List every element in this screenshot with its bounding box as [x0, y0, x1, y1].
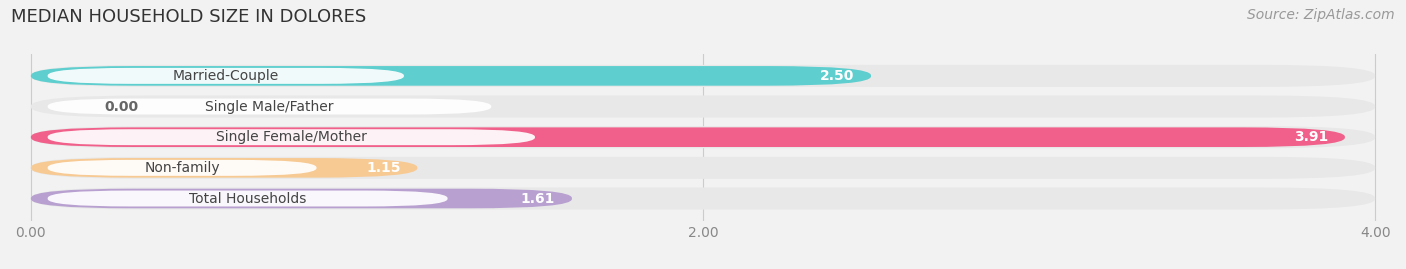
FancyBboxPatch shape [48, 190, 447, 207]
Text: Single Female/Mother: Single Female/Mother [217, 130, 367, 144]
FancyBboxPatch shape [48, 68, 404, 84]
Text: Single Male/Father: Single Male/Father [205, 100, 333, 114]
Text: 0.00: 0.00 [105, 100, 139, 114]
Text: Total Households: Total Households [188, 192, 307, 206]
FancyBboxPatch shape [31, 128, 1346, 147]
FancyBboxPatch shape [48, 160, 316, 176]
FancyBboxPatch shape [31, 126, 1375, 148]
FancyBboxPatch shape [31, 65, 1375, 87]
FancyBboxPatch shape [31, 158, 418, 178]
FancyBboxPatch shape [31, 66, 872, 86]
Text: Non-family: Non-family [145, 161, 219, 175]
Text: 2.50: 2.50 [820, 69, 855, 83]
FancyBboxPatch shape [31, 189, 572, 208]
Text: MEDIAN HOUSEHOLD SIZE IN DOLORES: MEDIAN HOUSEHOLD SIZE IN DOLORES [11, 8, 367, 26]
Text: 1.15: 1.15 [366, 161, 401, 175]
FancyBboxPatch shape [48, 98, 491, 115]
FancyBboxPatch shape [31, 187, 1375, 210]
FancyBboxPatch shape [31, 157, 1375, 179]
Text: 1.61: 1.61 [520, 192, 555, 206]
FancyBboxPatch shape [48, 129, 534, 145]
Text: 3.91: 3.91 [1294, 130, 1329, 144]
Text: Married-Couple: Married-Couple [173, 69, 278, 83]
Text: Source: ZipAtlas.com: Source: ZipAtlas.com [1247, 8, 1395, 22]
FancyBboxPatch shape [31, 95, 1375, 118]
